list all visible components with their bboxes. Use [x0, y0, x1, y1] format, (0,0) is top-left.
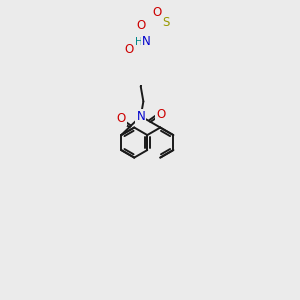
Text: O: O: [136, 19, 145, 32]
Text: O: O: [116, 112, 126, 125]
Text: O: O: [125, 44, 134, 56]
Text: H: H: [135, 37, 143, 46]
Text: N: N: [142, 35, 151, 48]
Text: N: N: [136, 110, 145, 123]
Text: S: S: [162, 16, 169, 29]
Text: O: O: [152, 6, 162, 19]
Text: O: O: [156, 108, 165, 121]
